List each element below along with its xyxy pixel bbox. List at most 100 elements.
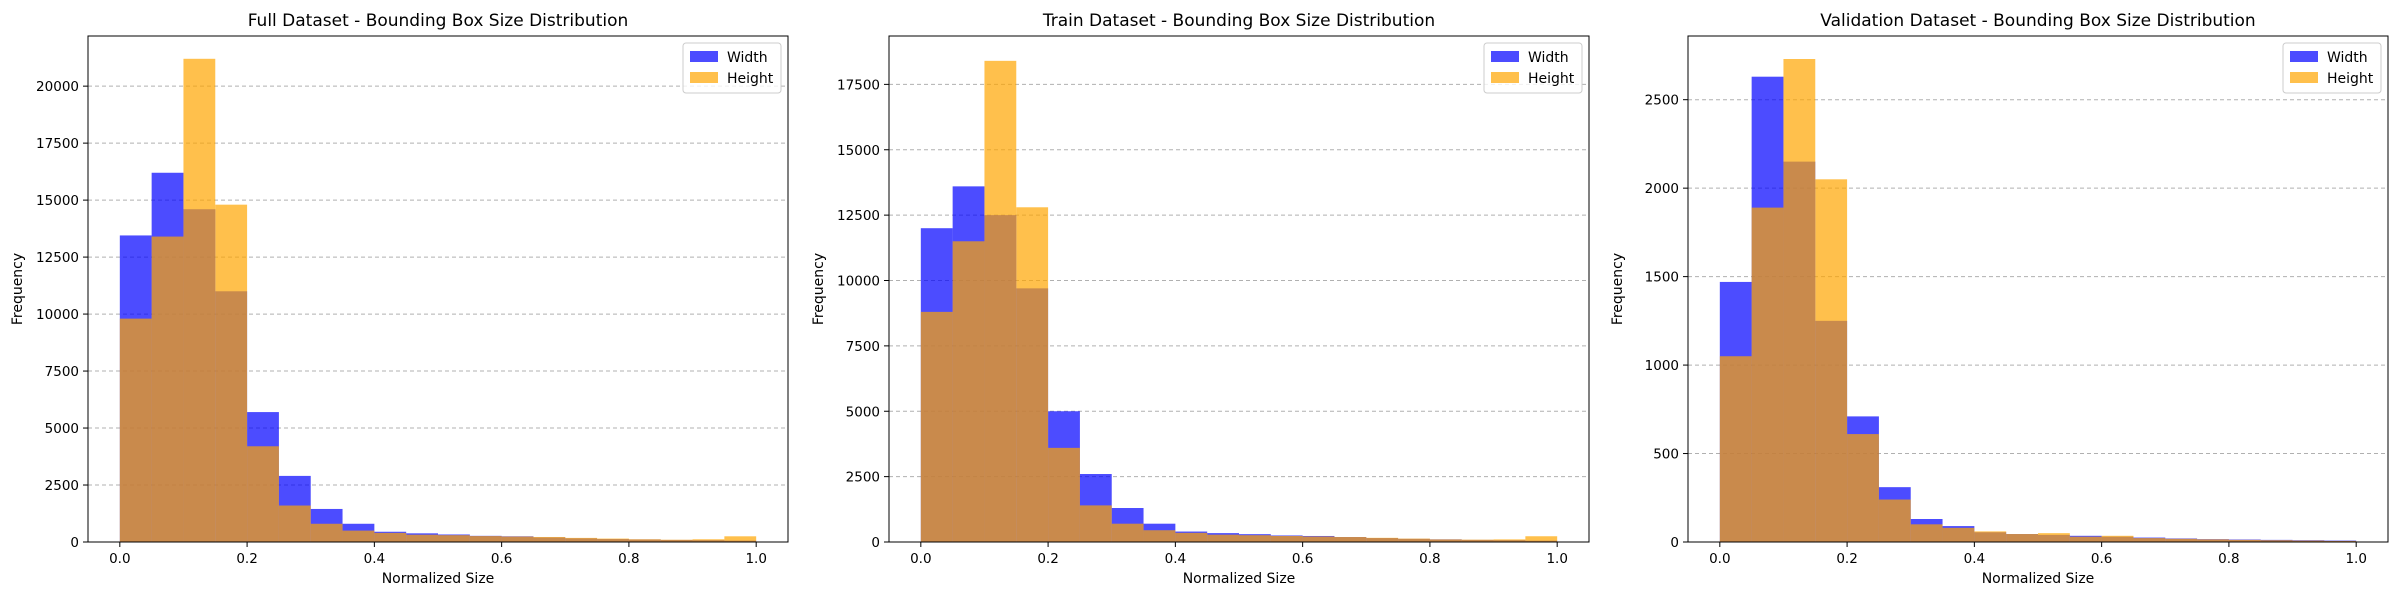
- y-tick-label: 7500: [846, 339, 880, 355]
- height-bar: [1270, 535, 1303, 542]
- height-bar: [2069, 536, 2102, 542]
- height-bar: [2228, 539, 2261, 542]
- legend-width-label: Width: [1528, 50, 1569, 66]
- x-axis-label: Normalized Size: [1982, 571, 2095, 587]
- height-bar: [1175, 532, 1208, 542]
- height-bar: [1334, 537, 1367, 542]
- legend-height-swatch: [2290, 72, 2318, 83]
- height-bar: [1942, 527, 1975, 542]
- height-bar: [920, 311, 953, 542]
- x-tick-label: 0.2: [1836, 551, 1857, 567]
- x-tick-label: 0.0: [1709, 551, 1730, 567]
- chart-marks: 0.0 0.2 0.4 0.6 0.8 1.0 0 2500 5000 7500 10000 1250…: [837, 60, 1589, 567]
- height-bar: [2038, 533, 2070, 542]
- height-bar: [692, 539, 725, 542]
- height-bar: [1974, 531, 2007, 542]
- height-bar: [1525, 536, 1558, 542]
- x-axis-label: Normalized Size: [1183, 571, 1296, 587]
- y-tick-label: 17500: [837, 77, 880, 93]
- y-tick-label: 20000: [36, 79, 79, 95]
- x-tick-label: 0.0: [910, 551, 931, 567]
- height-bar: [533, 536, 566, 542]
- height-bar: [984, 60, 1017, 542]
- y-tick-label: 5000: [45, 421, 79, 437]
- y-tick-label: 12500: [36, 250, 79, 266]
- height-bar: [1783, 59, 1816, 542]
- height-bar: [151, 236, 184, 542]
- height-bar: [660, 539, 693, 542]
- height-bar: [215, 204, 248, 542]
- height-bar: [469, 536, 502, 542]
- height-bar: [119, 318, 152, 542]
- chart-title: Train Dataset - Bounding Box Size Distri…: [1042, 11, 1435, 31]
- height-bar: [342, 530, 375, 542]
- legend-width-swatch: [2290, 51, 2318, 62]
- y-tick-label: 2500: [45, 478, 79, 494]
- y-tick-label: 0: [1670, 535, 1679, 551]
- height-bar: [952, 241, 985, 542]
- y-tick-label: 1000: [1645, 358, 1679, 374]
- y-tick-label: 2500: [1645, 93, 1679, 109]
- legend: Width Height: [1483, 42, 1583, 94]
- height-bar: [1398, 538, 1430, 542]
- height-bar: [1302, 536, 1335, 542]
- x-tick-label: 0.6: [491, 551, 512, 567]
- x-tick-label: 0.0: [109, 551, 130, 567]
- legend-height-swatch: [690, 72, 718, 83]
- legend-width-swatch: [690, 51, 718, 62]
- y-tick-label: 10000: [837, 274, 880, 290]
- height-bar: [2101, 535, 2134, 542]
- y-tick-label: 1500: [1645, 270, 1679, 286]
- y-tick-label: 2000: [1645, 181, 1679, 197]
- legend-height-swatch: [1491, 72, 1519, 83]
- height-bar: [1207, 534, 1239, 542]
- x-tick-label: 1.0: [1546, 551, 1567, 567]
- height-bar: [1429, 539, 1462, 542]
- height-bar: [1048, 447, 1080, 542]
- height-bar: [438, 535, 470, 542]
- x-tick-label: 0.4: [1165, 551, 1186, 567]
- y-tick-label: 12500: [837, 208, 880, 224]
- y-tick-label: 10000: [36, 307, 79, 323]
- legend-width-label: Width: [2327, 50, 2368, 66]
- height-bar: [1751, 207, 1784, 542]
- height-bar: [597, 538, 629, 542]
- height-bar: [1493, 539, 1526, 542]
- height-bar: [1878, 499, 1911, 542]
- height-bar: [406, 534, 438, 542]
- height-bar: [1143, 530, 1176, 542]
- y-axis-label: Frequency: [811, 253, 827, 325]
- height-bar: [310, 523, 343, 542]
- y-tick-label: 15000: [36, 193, 79, 209]
- height-bar: [2133, 538, 2166, 542]
- x-tick-label: 0.2: [1037, 551, 1058, 567]
- x-tick-label: 0.6: [1292, 551, 1313, 567]
- height-bar: [2324, 540, 2357, 542]
- x-tick-label: 0.8: [1419, 551, 1440, 567]
- height-bar: [247, 446, 279, 542]
- chart-marks: 0.0 0.2 0.4 0.6 0.8 1.0 0 500 1000 1500 2000 2500: [1645, 59, 2388, 567]
- x-tick-label: 0.8: [2218, 551, 2239, 567]
- legend-width-swatch: [1491, 51, 1519, 62]
- chart-marks: 0.0 0.2 0.4 0.6 0.8 1.0 0 2500 5000 7500 10000 1250…: [36, 58, 788, 567]
- legend-height-label: Height: [1528, 71, 1575, 87]
- chart-title: Full Dataset - Bounding Box Size Distrib…: [248, 11, 629, 31]
- height-bar: [1366, 537, 1399, 542]
- plot-frame: [87, 35, 789, 543]
- legend-width-label: Width: [727, 50, 768, 66]
- y-axis-label: Frequency: [10, 253, 26, 325]
- height-bar: [2165, 538, 2198, 542]
- height-bar: [628, 539, 661, 542]
- x-tick-label: 0.2: [236, 551, 257, 567]
- height-bar: [724, 536, 757, 542]
- height-bar: [2006, 534, 2038, 542]
- height-bar: [1461, 539, 1494, 542]
- height-bar: [183, 58, 216, 543]
- y-tick-label: 0: [70, 535, 79, 551]
- height-bar: [2197, 539, 2229, 542]
- height-bar: [374, 532, 407, 542]
- x-tick-label: 1.0: [745, 551, 766, 567]
- chart-panel-train: 0.0 0.2 0.4 0.6 0.8 1.0 0 2500 5000 7500 10000 1250…: [811, 11, 1590, 587]
- y-tick-label: 2500: [846, 470, 880, 486]
